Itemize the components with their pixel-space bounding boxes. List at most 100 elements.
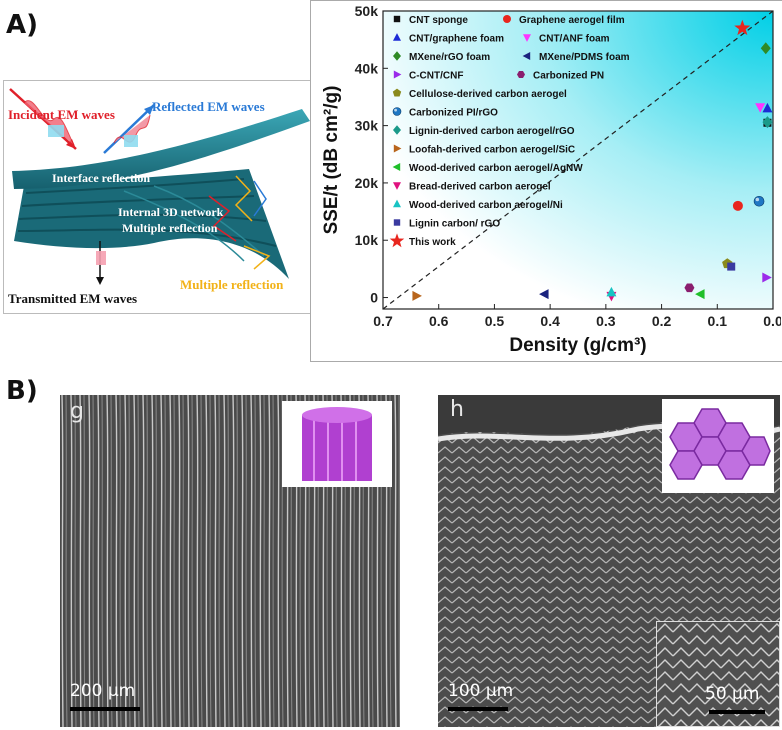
legend-label: Bread-derived carbon aerogel: [409, 182, 551, 193]
data-point: [753, 195, 765, 207]
incident-label: Incident EM waves: [8, 107, 115, 122]
reflected-arrow: [103, 104, 155, 154]
legend-label: CNT sponge: [409, 15, 468, 26]
multiple-reflection-inner-label: Multiple reflection: [122, 221, 218, 235]
y-tick-label: 30k: [355, 118, 379, 134]
sem-inset-h: 50 µm: [656, 621, 780, 727]
sem-label-g: g: [70, 399, 84, 424]
multiple-reflection-arrows: [208, 175, 271, 270]
scale-bar-h: [448, 707, 508, 711]
legend-marker: [517, 71, 525, 78]
interface-reflection-label: Interface reflection: [52, 171, 151, 185]
data-point: [760, 42, 771, 55]
channel-structure-inset: [282, 401, 392, 487]
inset-scale-bar: [709, 710, 765, 714]
x-axis-label: Density (g/cm³): [509, 335, 646, 356]
channel-structure-icon: [302, 407, 372, 481]
data-point: [734, 19, 751, 36]
data-point: [755, 103, 766, 113]
legend-label: Lignin carbon/ rGO: [409, 219, 500, 230]
x-tick-label: 0.6: [429, 313, 449, 329]
y-tick-label: 40k: [355, 60, 379, 76]
legend-marker: [393, 15, 401, 23]
plot-frame: [382, 10, 774, 310]
y-tick-label: 10k: [355, 232, 379, 248]
legend-marker: [393, 33, 401, 41]
legend-marker: [393, 219, 401, 226]
schematic-drawing: [9, 88, 310, 285]
panel-label-a: A): [6, 10, 39, 40]
reference-line: [382, 10, 774, 310]
sem-image-h: h 100 µm 50 µm: [438, 395, 780, 727]
legend-label: Wood-derived carbon aerogel/AgNW: [409, 163, 583, 174]
legend-label: MXene/rGO foam: [409, 52, 490, 63]
sem-label-h: h: [450, 397, 464, 422]
data-point: [684, 283, 695, 293]
legend-label: Loofah-derived carbon aerogel/SiC: [409, 145, 575, 156]
y-tick-label: 0: [370, 290, 378, 306]
legend-label: CNT/ANF foam: [539, 34, 610, 45]
data-point: [727, 262, 736, 271]
incident-arrow: [9, 88, 77, 150]
multiple-reflection-outer-label: Multiple reflection: [180, 277, 284, 292]
legend-marker: [522, 52, 531, 60]
x-tick-label: 0.4: [540, 313, 560, 329]
internal-network-label: Internal 3D network: [118, 205, 224, 219]
legend-label: Graphene aerogel film: [519, 15, 625, 26]
legend-marker: [393, 144, 402, 153]
legend-label: C-CNT/CNF: [409, 71, 463, 82]
scale-label-g: 200 µm: [70, 681, 136, 701]
legend-marker: [392, 163, 401, 171]
data-point: [762, 272, 772, 283]
inset-scale-label: 50 µm: [705, 684, 760, 704]
legend-marker-highlight: [394, 108, 397, 112]
x-tick-label: 0.0: [763, 313, 781, 329]
chart-canvas: 0.7 0.6 0.5 0.4 0.3 0.2 0.1 0.0 0 10k 20k 30k 40k 50k…: [321, 3, 782, 356]
honeycomb-structure-inset: [662, 399, 774, 493]
legend-label: CNT/graphene foam: [409, 34, 504, 45]
legend-marker: [393, 125, 401, 135]
x-tick-label: 0.3: [596, 313, 616, 329]
sem-image-g: g 200 µm: [60, 395, 400, 727]
legend-marker: [389, 233, 405, 248]
data-point: [606, 286, 617, 297]
x-tick-label: 0.5: [485, 313, 505, 329]
y-tick-label: 20k: [355, 175, 379, 191]
legend-marker: [393, 182, 401, 190]
transmitted-label: Transmitted EM waves: [8, 291, 138, 306]
legend-marker: [393, 70, 402, 79]
legend-marker: [503, 15, 511, 23]
y-tick-label: 50k: [355, 3, 379, 19]
data-point: [762, 116, 773, 129]
legend-label: Lignin-derived carbon aerogel/rGO: [409, 126, 575, 137]
honeycomb-icon: [669, 408, 771, 480]
sem-inset-texture: [657, 622, 779, 726]
data-point: [762, 102, 773, 113]
legend-label: Carbonized PN: [533, 71, 604, 82]
legend-marker: [393, 51, 401, 61]
x-tick-label: 0.7: [373, 313, 393, 329]
scale-bar-g: [70, 707, 140, 711]
legend-marker: [392, 107, 402, 116]
y-axis-label: SSE/t (dB cm²/g): [321, 86, 342, 235]
data-point: [695, 289, 705, 300]
em-schematic: Incident EM waves Reflected EM waves Int…: [3, 80, 311, 314]
data-point-highlight: [755, 197, 760, 202]
reflected-label: Reflected EM waves: [152, 99, 265, 114]
data-point: [412, 290, 422, 301]
material-sheet: [12, 109, 310, 189]
legend-marker: [393, 199, 401, 208]
x-tick-label: 0.2: [652, 313, 672, 329]
legend-label: Cellulose-derived carbon aerogel: [409, 89, 567, 100]
sse-density-chart: 0.7 0.6 0.5 0.4 0.3 0.2 0.1 0.0 0 10k 20k 30k 40k 50k…: [310, 0, 782, 362]
panel-label-b: B): [6, 376, 38, 406]
legend-marker: [523, 34, 531, 42]
legend-label: MXene/PDMS foam: [539, 52, 630, 63]
legend-marker: [392, 88, 402, 97]
legend-label: Wood-derived carbon aerogel/Ni: [409, 200, 563, 211]
legend-label: Carbonized PI/rGO: [409, 108, 498, 119]
scale-label-h: 100 µm: [448, 681, 514, 701]
x-tick-label: 0.1: [708, 313, 728, 329]
fiber-network: [14, 169, 289, 279]
legend-label: This work: [409, 237, 456, 248]
